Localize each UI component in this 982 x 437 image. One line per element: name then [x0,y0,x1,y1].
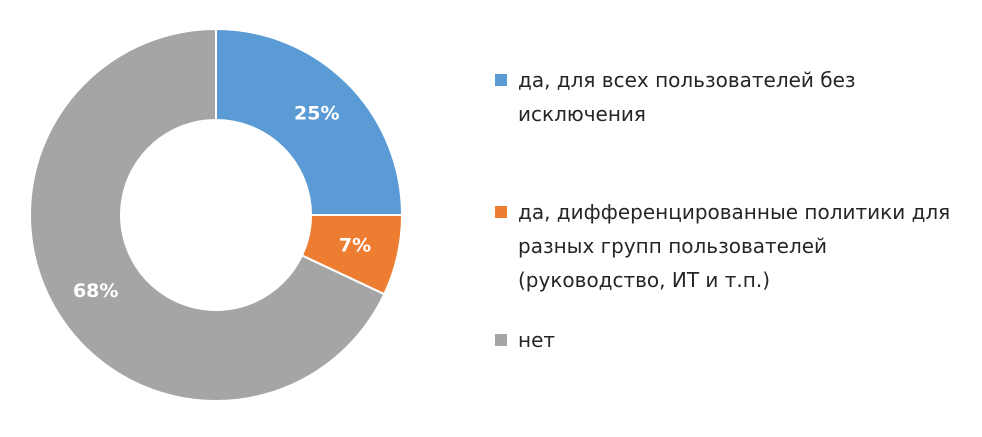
legend-label: да, для всех пользователей без исключени… [518,68,856,126]
donut-slice [29,27,386,402]
legend-marker [495,206,507,218]
data-label: 7% [339,235,371,257]
legend-marker [495,74,507,86]
legend-marker [495,334,507,346]
legend-item: да, для всех пользователей без исключени… [495,63,965,131]
legend-label: нет [518,328,556,352]
data-label: 68% [73,280,118,302]
chart: 25% 7% 68% [29,27,404,402]
donut-slice [215,27,404,216]
legend-label: да, дифференцированные политики для разн… [518,200,951,292]
legend-item: да, дифференцированные политики для разн… [495,195,965,297]
data-label: 25% [294,103,339,125]
legend-item: нет [495,323,965,357]
